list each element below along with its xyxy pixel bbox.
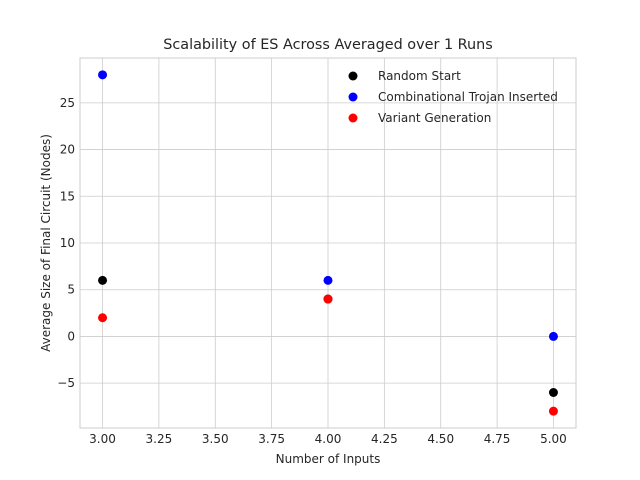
x-axis-label: Number of Inputs [276, 452, 381, 466]
data-point [548, 406, 558, 416]
x-tick-label: 4.00 [315, 432, 342, 446]
x-tick-label: 3.75 [258, 432, 285, 446]
data-point [98, 70, 108, 80]
y-tick-label: 15 [60, 189, 75, 203]
data-point [323, 294, 333, 304]
legend-marker [348, 113, 358, 123]
legend-label: Combinational Trojan Inserted [378, 90, 558, 104]
data-point [323, 275, 333, 285]
x-axis-ticks: 3.00 3.25 3.50 3.75 4.00 4.25 4.50 4.75 5.00 [89, 432, 567, 446]
data-point [98, 275, 108, 285]
grid [80, 58, 576, 428]
plot-frame [79, 57, 577, 429]
chart-title: Scalability of ES Across Averaged over 1… [163, 37, 493, 53]
x-tick-label: 3.25 [146, 432, 173, 446]
y-tick-label: −5 [57, 376, 75, 390]
data-point [548, 331, 558, 341]
y-axis-label: Average Size of Final Circuit (Nodes) [39, 134, 53, 352]
x-tick-label: 5.00 [540, 432, 567, 446]
legend-label: Variant Generation [378, 111, 491, 125]
x-tick-label: 3.50 [202, 432, 229, 446]
x-tick-label: 4.75 [484, 432, 511, 446]
y-tick-label: 10 [60, 236, 75, 250]
x-tick-label: 3.00 [89, 432, 116, 446]
legend: Random Start Combinational Trojan Inserte… [348, 69, 558, 125]
y-tick-label: 5 [67, 283, 75, 297]
data-point [98, 313, 108, 323]
legend-marker [348, 92, 358, 102]
y-tick-label: 20 [60, 143, 75, 157]
x-tick-label: 4.25 [371, 432, 398, 446]
x-tick-label: 4.50 [427, 432, 454, 446]
data-points [98, 70, 558, 416]
y-tick-label: 0 [67, 329, 75, 343]
y-tick-label: 25 [60, 96, 75, 110]
y-axis-ticks: −5 0 5 10 15 20 25 [57, 96, 75, 390]
legend-marker [348, 71, 358, 81]
data-point [548, 387, 558, 397]
legend-label: Random Start [378, 69, 461, 83]
